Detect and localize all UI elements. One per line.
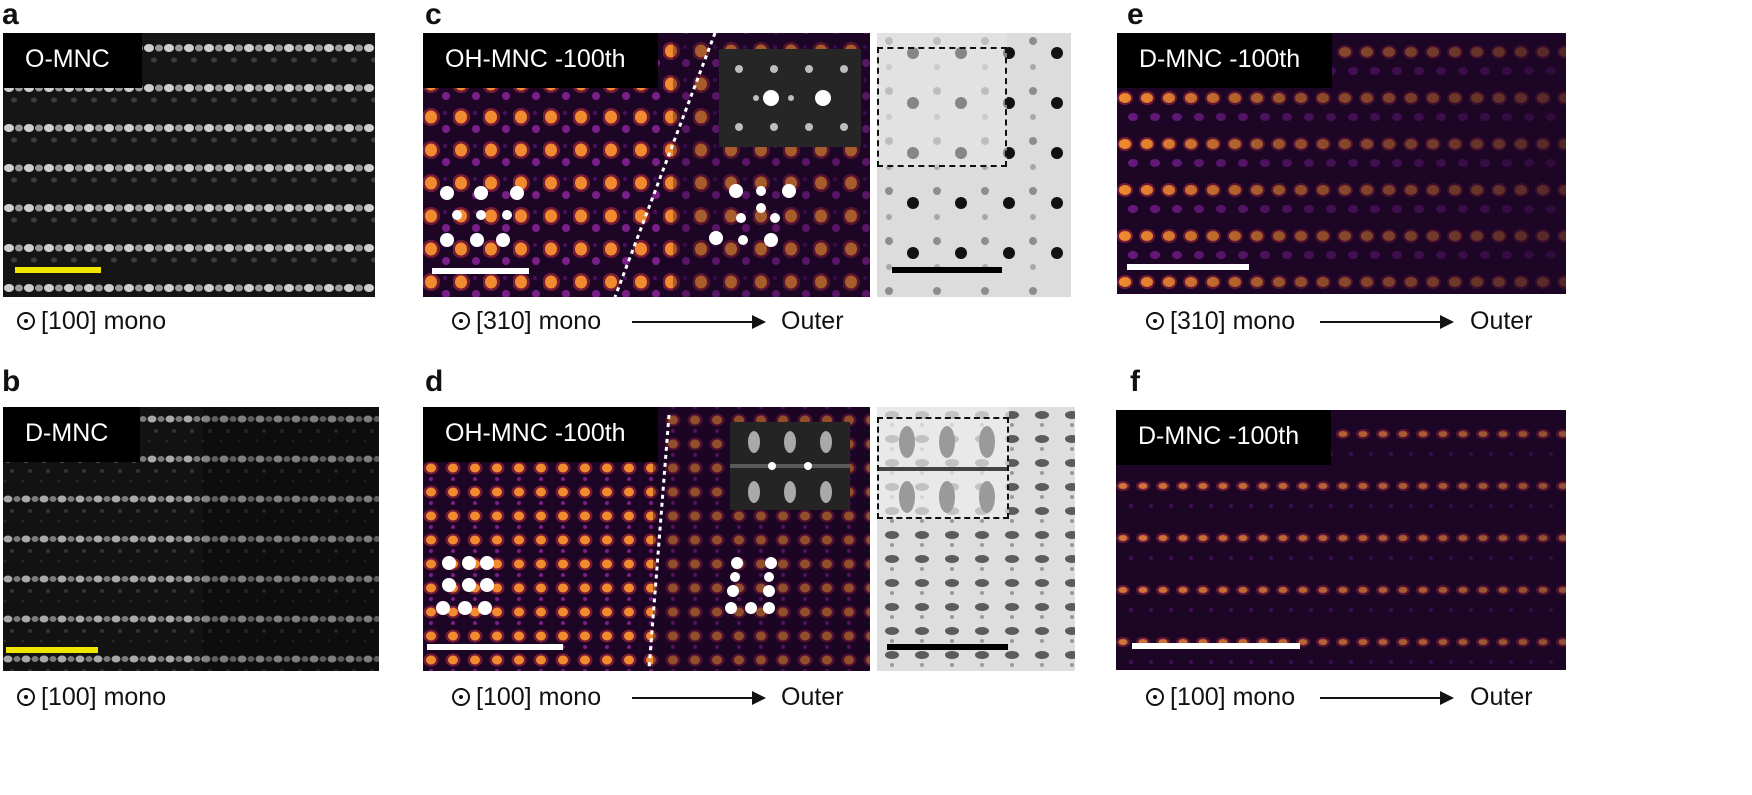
panel-c-arrow	[632, 315, 766, 329]
panel-letter-f: f	[1130, 365, 1140, 398]
panel-letter-c: c	[425, 0, 442, 31]
panel-d-label: OH-MNC -100th	[423, 407, 658, 462]
zone-axis-icon	[452, 688, 470, 706]
panel-a-caption: [100] mono	[17, 307, 166, 335]
panel-e-caption: [310] mono	[1146, 307, 1295, 335]
zone-axis-icon	[17, 688, 35, 706]
panel-letter-e: e	[1127, 0, 1144, 31]
panel-e-axis: [310]	[1170, 307, 1226, 335]
panel-f-outer: Outer	[1470, 683, 1533, 711]
zone-axis-icon	[17, 312, 35, 330]
panel-b-label: D-MNC	[3, 407, 141, 462]
zone-axis-icon	[1146, 312, 1164, 330]
panel-c-model-left	[440, 186, 524, 247]
panel-f-image: D-MNC -100th	[1116, 410, 1566, 670]
panel-d-fft-inset	[730, 422, 850, 510]
panel-f-mode: mono	[1232, 683, 1296, 711]
panel-a-label: O-MNC	[3, 33, 142, 88]
panel-d-arrow	[632, 691, 766, 705]
panel-letter-d: d	[425, 365, 444, 398]
panel-c-mode: mono	[538, 307, 602, 335]
panel-f-scalebar	[1132, 643, 1300, 649]
panel-d-axis: [100]	[476, 683, 532, 711]
panel-b-caption: [100] mono	[17, 683, 166, 711]
panel-e-outer: Outer	[1470, 307, 1533, 335]
panel-f-axis: [100]	[1170, 683, 1226, 711]
panel-d-scalebar	[427, 644, 563, 650]
panel-c-fft-inset	[719, 49, 861, 147]
panel-e-mode: mono	[1232, 307, 1296, 335]
panel-c-model-right	[709, 184, 796, 247]
panel-d-aux-scalebar	[887, 644, 1008, 650]
panel-d-model-left	[436, 556, 494, 615]
panel-f-arrow	[1320, 691, 1454, 705]
panel-c-scalebar	[432, 268, 529, 274]
zone-axis-icon	[1146, 688, 1164, 706]
panel-c-sim-box	[877, 47, 1007, 167]
panel-a-scalebar	[15, 267, 101, 273]
panel-c-image: OH-MNC -100th	[423, 33, 870, 297]
panel-c-outer: Outer	[781, 307, 844, 335]
panel-d-sim-pattern	[877, 407, 1075, 671]
panel-c-axis: [310]	[476, 307, 532, 335]
panel-b-scalebar	[6, 647, 98, 653]
panel-c-aux-scalebar	[892, 267, 1002, 273]
panel-d-sim-box	[877, 417, 1009, 519]
panel-c-fft-pattern	[719, 49, 861, 147]
zone-axis-icon	[452, 312, 470, 330]
panel-a-axis: [100]	[41, 307, 97, 335]
panel-b-image: D-MNC	[3, 407, 379, 671]
panel-f-caption: [100] mono	[1146, 683, 1295, 711]
panel-d-image: OH-MNC -100th	[423, 407, 870, 671]
panel-d-caption: [100] mono	[452, 683, 601, 711]
panel-e-arrow	[1320, 315, 1454, 329]
panel-letter-a: a	[2, 0, 19, 31]
panel-d-model-right	[725, 557, 777, 614]
panel-letter-b: b	[2, 365, 21, 398]
panel-c-caption: [310] mono	[452, 307, 601, 335]
panel-a-image: O-MNC	[3, 33, 375, 297]
panel-b-axis: [100]	[41, 683, 97, 711]
panel-a-mode: mono	[103, 307, 167, 335]
panel-c-simulation	[877, 33, 1071, 297]
panel-d-simulation	[877, 407, 1075, 671]
panel-f-lattice	[1116, 410, 1566, 670]
panel-d-outer: Outer	[781, 683, 844, 711]
panel-f-label: D-MNC -100th	[1116, 410, 1332, 465]
panel-d-fft-pattern	[730, 422, 850, 510]
panel-e-label: D-MNC -100th	[1117, 33, 1333, 88]
panel-b-mode: mono	[103, 683, 167, 711]
panel-e-image: D-MNC -100th	[1117, 33, 1566, 294]
panel-d-mode: mono	[538, 683, 602, 711]
panel-c-label: OH-MNC -100th	[423, 33, 658, 88]
panel-e-scalebar	[1127, 264, 1249, 270]
